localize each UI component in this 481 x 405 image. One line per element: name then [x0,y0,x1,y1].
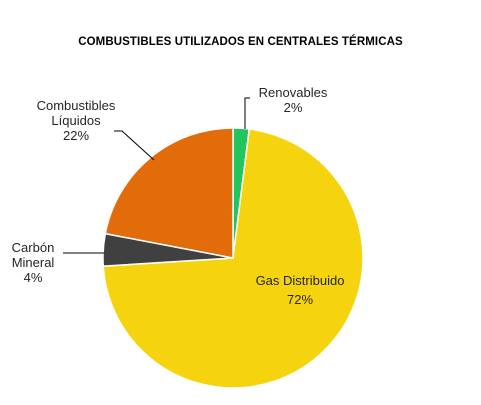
slice-label-2-0: Carbón [12,240,55,255]
slice-percent-0: 2% [284,100,303,115]
slice-percent-3: 22% [63,128,89,143]
chart-title: COMBUSTIBLES UTILIZADOS EN CENTRALES TÉR… [78,36,403,48]
pie-slice-3 [104,127,234,259]
slice-label-1-0: Gas Distribuido [256,273,345,288]
leader-line-0 [244,97,250,129]
slice-percent-1: 72% [287,292,313,307]
slice-label-3-1: Líquidos [51,113,101,128]
slice-label-3-0: Combustibles [37,98,116,113]
slice-percent-2: 4% [24,270,43,285]
leader-line-3 [114,130,155,161]
slice-label-0-0: Renovables [259,85,328,100]
slice-label-2-1: Mineral [12,255,55,270]
